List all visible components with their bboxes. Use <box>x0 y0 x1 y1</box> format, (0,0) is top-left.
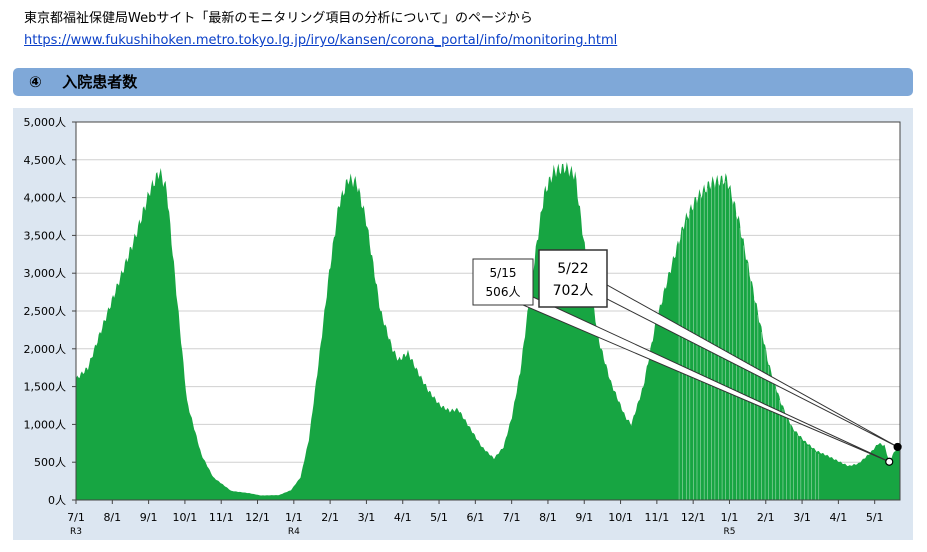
x-tick-label: 12/1 <box>245 511 270 524</box>
y-tick-label: 4,500人 <box>24 154 67 167</box>
x-tick-label: 8/1 <box>103 511 121 524</box>
x-tick-label: 4/1 <box>394 511 412 524</box>
x-tick-label: 5/1 <box>866 511 884 524</box>
y-tick-label: 500人 <box>34 456 66 469</box>
x-tick-label: 6/1 <box>466 511 484 524</box>
x-tick-label: 10/1 <box>173 511 198 524</box>
y-tick-label: 3,000人 <box>24 267 67 280</box>
x-tick-label: 9/1 <box>140 511 158 524</box>
year-label: R4 <box>288 527 300 537</box>
page-caption: 東京都福祉保健局Webサイト「最新のモニタリング項目の分析について」のページから <box>24 11 533 26</box>
x-tick-label: 9/1 <box>575 511 593 524</box>
x-tick-label: 10/1 <box>608 511 633 524</box>
callout-box-5-22 <box>538 249 608 308</box>
section-number: ④ <box>29 73 42 91</box>
x-tick-label: 5/1 <box>430 511 448 524</box>
year-label: R5 <box>723 527 735 537</box>
y-tick-label: 4,000人 <box>24 192 67 205</box>
x-tick-label: 2/1 <box>757 511 775 524</box>
x-tick-label: 11/1 <box>209 511 234 524</box>
source-link[interactable]: https://www.fukushihoken.metro.tokyo.lg.… <box>24 33 618 48</box>
y-tick-label: 2,500人 <box>24 305 67 318</box>
callout-date-5-15: 5/15 <box>490 266 517 280</box>
y-tick-label: 1,500人 <box>24 381 67 394</box>
x-tick-label: 11/1 <box>645 511 670 524</box>
x-tick-label: 1/1 <box>285 511 303 524</box>
section-title: 入院患者数 <box>62 73 138 91</box>
x-tick-label: 1/1 <box>721 511 739 524</box>
hospitalized-area <box>76 161 900 501</box>
year-label: R3 <box>70 527 82 537</box>
y-tick-label: 0人 <box>48 494 66 507</box>
x-tick-label: 3/1 <box>358 511 376 524</box>
marker-5-15 <box>885 457 894 466</box>
callout-date-5-22: 5/22 <box>557 261 588 277</box>
x-tick-label: 2/1 <box>321 511 339 524</box>
x-tick-label: 12/1 <box>681 511 706 524</box>
y-tick-label: 5,000人 <box>24 116 67 129</box>
x-tick-label: 7/1 <box>503 511 521 524</box>
marker-5-22 <box>893 442 902 452</box>
plot-frame <box>75 121 901 501</box>
x-tick-label: 4/1 <box>830 511 848 524</box>
callout-value-5-22: 702人 <box>553 283 594 299</box>
y-tick-label: 1,000人 <box>24 418 67 431</box>
section-header: ④ 入院患者数 <box>13 68 913 96</box>
x-tick-label: 8/1 <box>539 511 557 524</box>
callout-box-5-15 <box>472 258 534 306</box>
y-tick-label: 3,500人 <box>24 229 67 242</box>
y-tick-label: 2,000人 <box>24 343 67 356</box>
callout-value-5-15: 506人 <box>486 285 521 299</box>
x-tick-label: 7/1 <box>67 511 85 524</box>
x-tick-label: 3/1 <box>793 511 811 524</box>
